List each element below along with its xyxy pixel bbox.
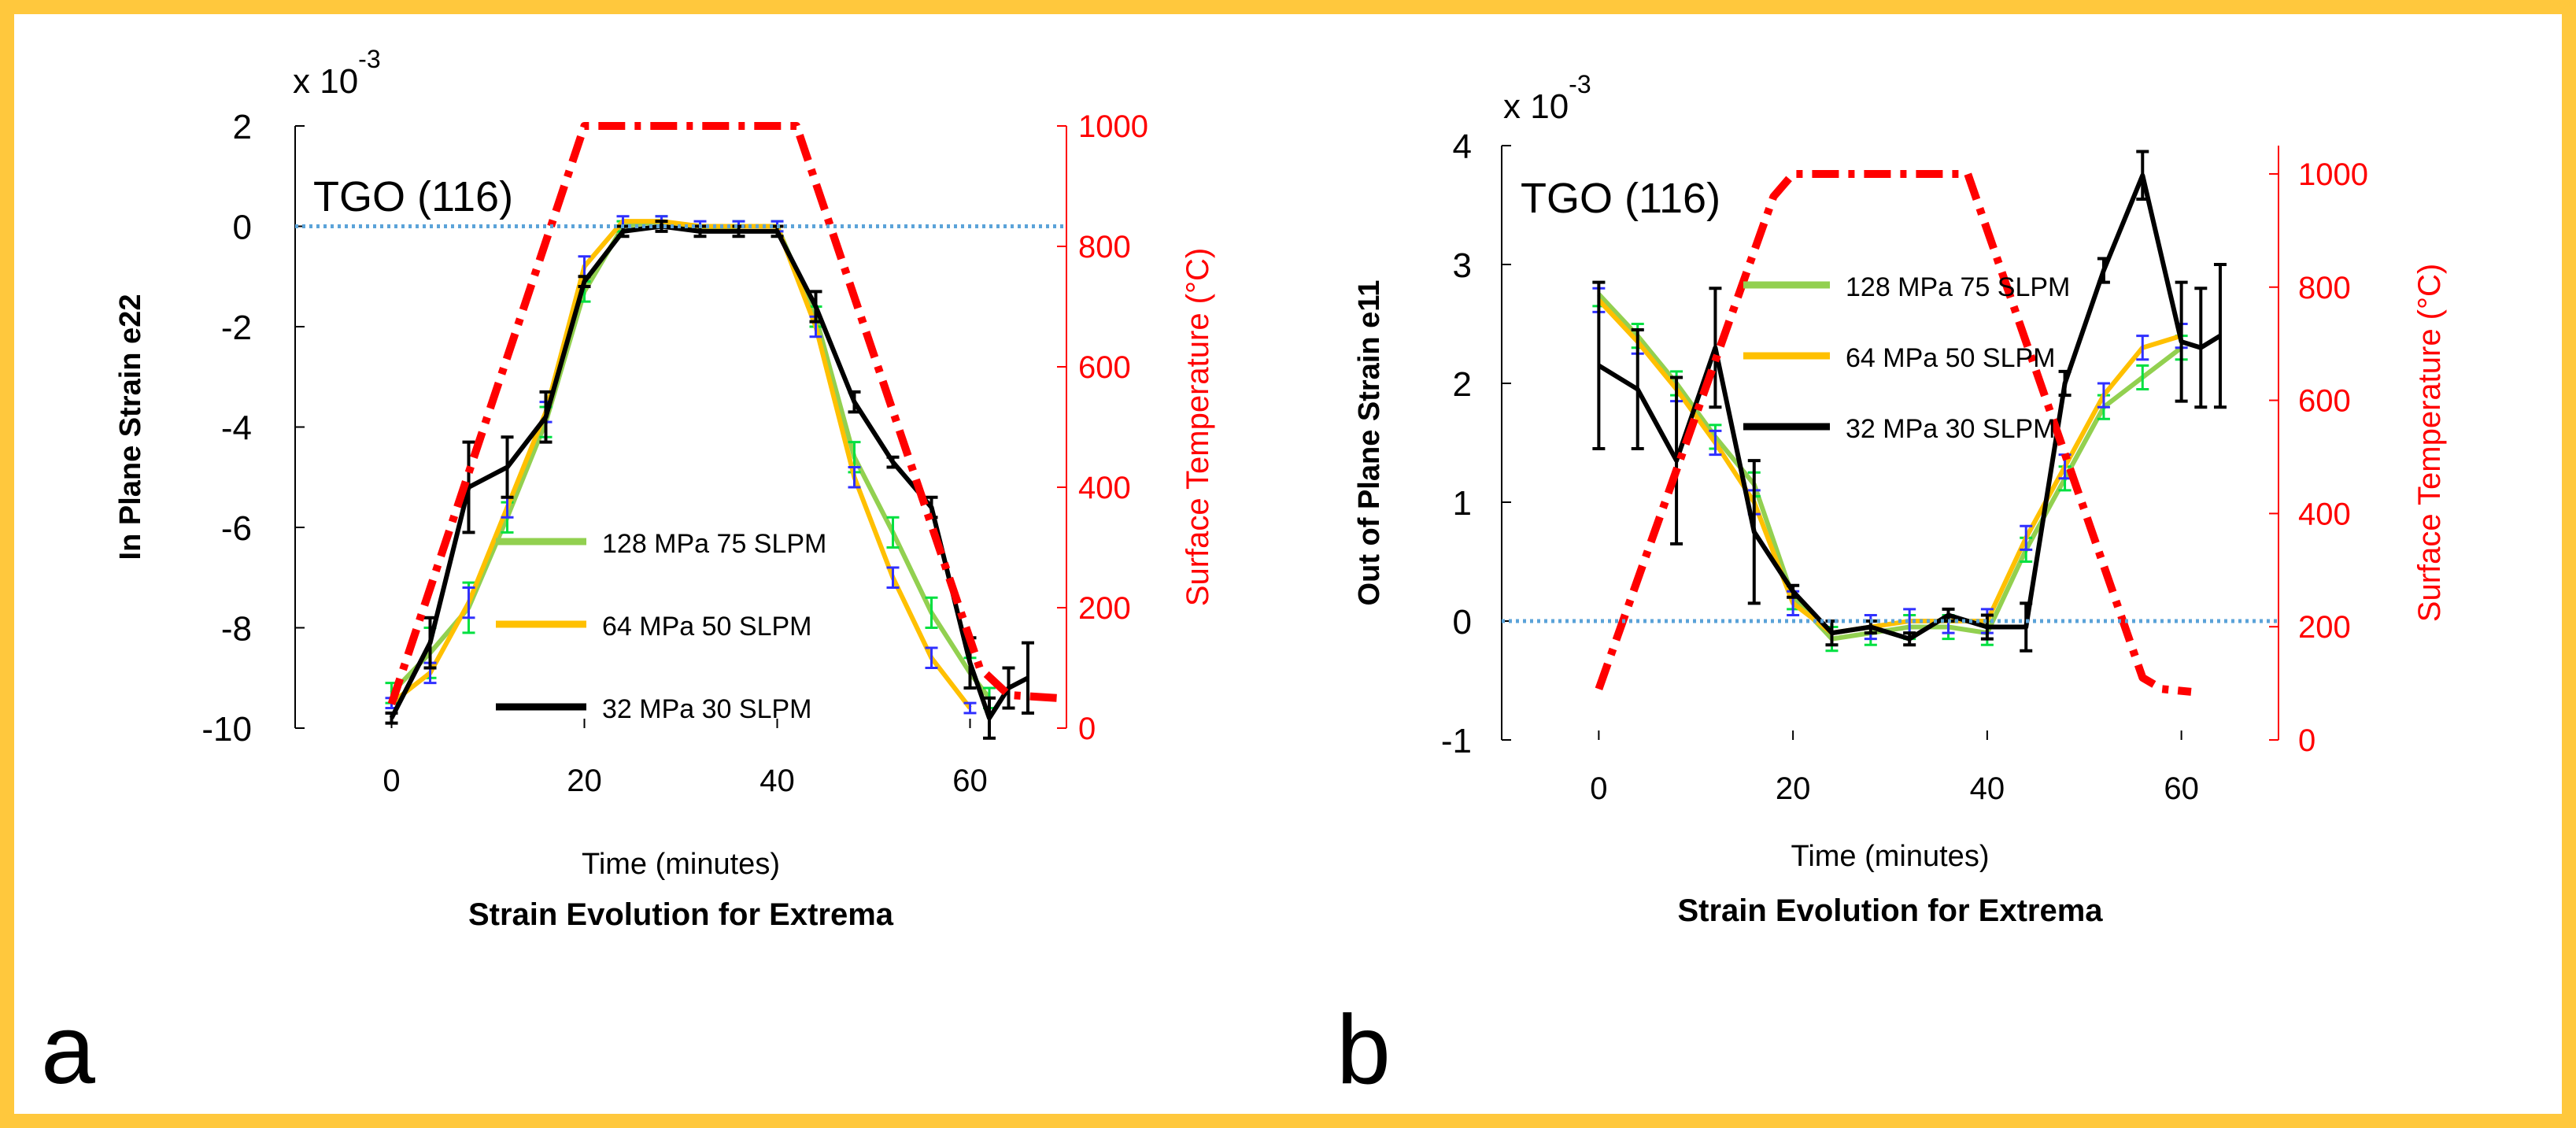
y-axis-label: Out of Plane Strain e11 <box>1353 280 1386 606</box>
x-tick-label: 20 <box>567 764 602 798</box>
y2-tick-label: 1000 <box>2298 157 2368 192</box>
x-axis-label: Time (minutes) <box>1791 840 1990 873</box>
series-32mpa-line <box>1597 172 2222 642</box>
y-axis-label: In Plane Strain e22 <box>114 294 147 560</box>
tgo-annotation: TGO (116) <box>1521 175 1720 222</box>
series-64mpa-line <box>1597 298 2182 636</box>
legend-32mpa-label: 32 MPa 30 SLPM <box>1846 414 2055 444</box>
axis-exponent-power: -3 <box>1569 70 1591 98</box>
y2-axis-label: Surface Temperature (°C) <box>1181 248 1215 606</box>
x-tick-label: 0 <box>1590 771 1607 806</box>
x-axis-label: Time (minutes) <box>582 848 780 881</box>
legend-128mpa-label: 128 MPa 75 SLPM <box>602 529 826 559</box>
chart-title: Strain Evolution for Extrema <box>1677 893 2103 928</box>
y-tick-label: -8 <box>221 610 252 649</box>
panel-label-b: b <box>1336 996 1391 1104</box>
y-tick-label: 1 <box>1453 484 1472 523</box>
chart-title: Strain Evolution for Extrema <box>468 897 894 932</box>
y-tick-label: 3 <box>1453 246 1472 285</box>
y-tick-label: 2 <box>233 108 252 146</box>
y2-tick-label: 600 <box>1078 350 1131 385</box>
y2-tick-label: 200 <box>1078 591 1131 626</box>
y-tick-label: 4 <box>1453 128 1472 166</box>
y2-tick-label: 200 <box>2298 610 2351 645</box>
y2-tick-label: 400 <box>2298 497 2351 531</box>
axis-exponent: x 10-3 <box>1503 70 1591 126</box>
tgo-annotation: TGO (116) <box>313 173 513 220</box>
y-tick-label: -4 <box>221 409 252 448</box>
surface-temperature-line <box>1595 170 2192 696</box>
legend-64mpa-label: 64 MPa 50 SLPM <box>602 612 811 642</box>
y-tick-label: -10 <box>201 710 252 749</box>
panel-label-a: a <box>41 996 95 1104</box>
series-64mpa-line <box>390 219 972 710</box>
y2-tick-label: 400 <box>1078 471 1131 505</box>
x-tick-label: 40 <box>1970 771 2005 806</box>
y2-tick-label: 0 <box>2298 723 2315 758</box>
surface-temperature-line <box>387 122 1058 705</box>
y-tick-label: -6 <box>221 509 252 548</box>
y2-tick-label: 1000 <box>1078 109 1148 144</box>
x-tick-label: 60 <box>952 764 988 798</box>
legend-64mpa-label: 64 MPa 50 SLPM <box>1846 343 2055 373</box>
legend-128mpa-label: 128 MPa 75 SLPM <box>1846 272 2070 302</box>
y2-tick-label: 800 <box>1078 230 1131 264</box>
y2-axis-label: Surface Temperature (°C) <box>2412 264 2447 622</box>
x-tick-label: 20 <box>1776 771 1811 806</box>
legend-32mpa-label: 32 MPa 30 SLPM <box>602 694 811 724</box>
y-tick-label: -2 <box>221 309 252 347</box>
axis-exponent-power: -3 <box>358 45 380 73</box>
y-tick-label: -1 <box>1441 722 1472 760</box>
x-tick-label: 0 <box>383 764 400 798</box>
y-tick-label: 0 <box>233 209 252 247</box>
y2-tick-label: 600 <box>2298 384 2351 419</box>
y-tick-label: 0 <box>1453 603 1472 642</box>
y2-tick-label: 0 <box>1078 712 1096 746</box>
y2-tick-label: 800 <box>2298 271 2351 305</box>
y-tick-label: 2 <box>1453 365 1472 404</box>
x-tick-label: 40 <box>759 764 795 798</box>
x-tick-label: 60 <box>2164 771 2199 806</box>
